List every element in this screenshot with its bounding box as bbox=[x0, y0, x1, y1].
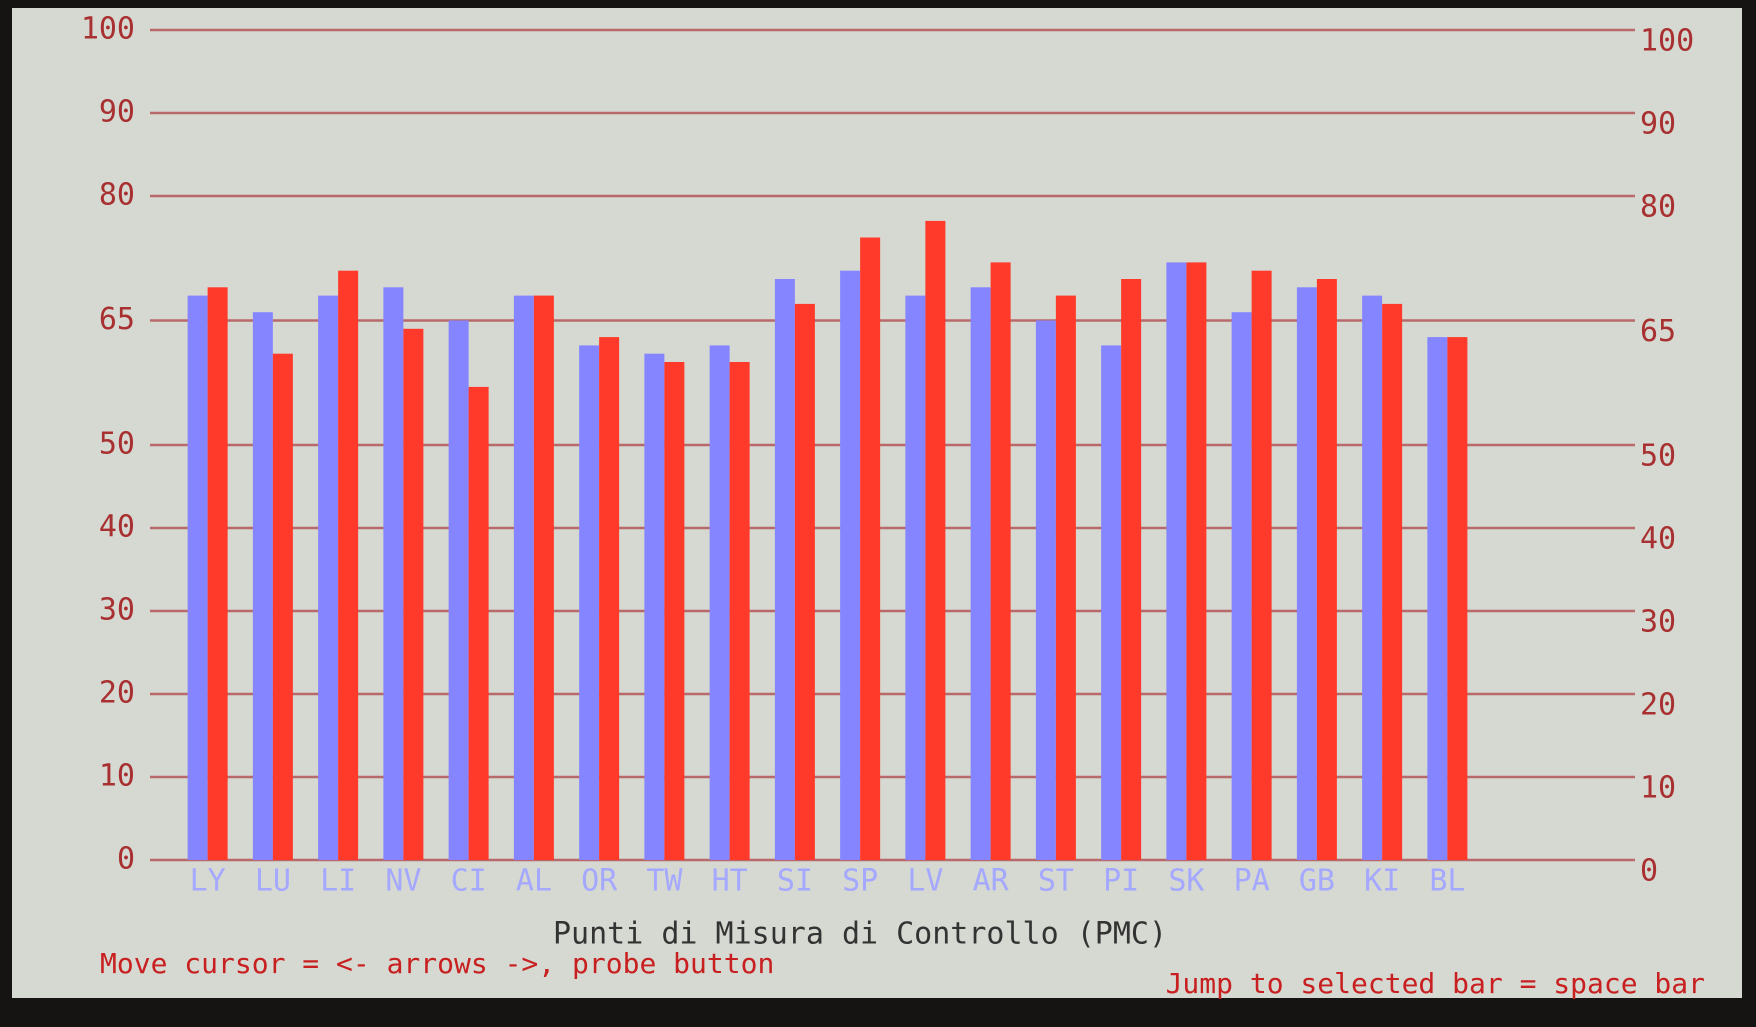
bar bbox=[533, 295, 554, 861]
x-axis-label: Punti di Misura di Controllo (PMC) bbox=[553, 917, 1167, 952]
bar bbox=[1121, 279, 1142, 860]
bar bbox=[709, 345, 730, 860]
bar bbox=[1447, 337, 1468, 861]
bar bbox=[1101, 345, 1122, 860]
x-tick-label: ST bbox=[1038, 864, 1074, 899]
y-tick-label: 90 bbox=[99, 95, 135, 130]
x-tick-label: LI bbox=[320, 864, 356, 899]
bar bbox=[599, 337, 620, 861]
bar bbox=[644, 353, 665, 860]
bar bbox=[468, 386, 489, 860]
y2-tick-label: 80 bbox=[1640, 190, 1676, 225]
y-tick-label: 30 bbox=[99, 593, 135, 628]
y2-tick-label: 65 bbox=[1640, 314, 1676, 349]
x-tick-label: SI bbox=[777, 864, 813, 899]
bar bbox=[840, 270, 861, 860]
bar bbox=[1035, 320, 1056, 860]
bar bbox=[1055, 295, 1076, 861]
bar bbox=[1382, 303, 1403, 860]
footer-help: Jump to selected bar = space bar bbox=[1166, 967, 1705, 1000]
bar bbox=[774, 279, 795, 860]
y2-tick-label: 40 bbox=[1640, 522, 1676, 557]
y-tick-label: 100 bbox=[81, 12, 135, 47]
bar bbox=[1427, 337, 1448, 861]
y-tick-label: 40 bbox=[99, 510, 135, 545]
x-tick-label: LV bbox=[907, 864, 943, 899]
bar bbox=[448, 320, 469, 860]
bar bbox=[925, 220, 946, 860]
x-tick-label: SP bbox=[842, 864, 878, 899]
x-tick-label: PI bbox=[1103, 864, 1139, 899]
y-tick-label: 20 bbox=[99, 676, 135, 711]
y2-tick-label: 30 bbox=[1640, 605, 1676, 640]
y-tick-label: 10 bbox=[99, 759, 135, 794]
y2-tick-label: 100 bbox=[1640, 24, 1694, 59]
bar bbox=[252, 312, 273, 860]
footer-help: Move cursor = <- arrows ->, probe button bbox=[100, 947, 774, 980]
x-tick-label: LU bbox=[255, 864, 291, 899]
bar bbox=[1186, 262, 1207, 860]
x-tick-label: BL bbox=[1429, 864, 1465, 899]
bar bbox=[1166, 262, 1187, 860]
x-tick-label: GB bbox=[1299, 864, 1335, 899]
x-tick-label: CI bbox=[451, 864, 487, 899]
bar bbox=[403, 328, 424, 860]
bar bbox=[1251, 270, 1272, 860]
bar bbox=[513, 295, 534, 861]
bar bbox=[1231, 312, 1252, 860]
y2-tick-label: 0 bbox=[1640, 854, 1658, 889]
x-tick-label: SK bbox=[1168, 864, 1204, 899]
bar bbox=[272, 353, 293, 860]
bar bbox=[860, 237, 881, 860]
y-tick-label: 0 bbox=[117, 842, 135, 877]
bar bbox=[187, 295, 208, 861]
x-tick-label: NV bbox=[385, 864, 421, 899]
bar bbox=[970, 287, 991, 860]
bar bbox=[729, 362, 750, 860]
x-tick-label: KI bbox=[1364, 864, 1400, 899]
y2-tick-label: 20 bbox=[1640, 688, 1676, 723]
y2-tick-label: 90 bbox=[1640, 107, 1676, 142]
x-tick-label: OR bbox=[581, 864, 618, 899]
bar bbox=[1296, 287, 1317, 860]
y-tick-label: 80 bbox=[99, 178, 135, 213]
x-tick-label: TW bbox=[646, 864, 683, 899]
x-tick-label: AR bbox=[973, 864, 1010, 899]
bar bbox=[383, 287, 404, 860]
bar bbox=[318, 295, 339, 861]
y-tick-label: 50 bbox=[99, 427, 135, 462]
bar bbox=[990, 262, 1011, 860]
y2-tick-label: 10 bbox=[1640, 771, 1676, 806]
y-tick-label: 65 bbox=[99, 302, 135, 337]
x-tick-label: PA bbox=[1234, 864, 1270, 899]
y2-tick-label: 50 bbox=[1640, 439, 1676, 474]
bar bbox=[664, 362, 685, 860]
bar bbox=[338, 270, 359, 860]
bar bbox=[1316, 279, 1337, 860]
bar bbox=[579, 345, 600, 860]
x-tick-label: LY bbox=[190, 864, 226, 899]
bar bbox=[794, 303, 815, 860]
x-tick-label: HT bbox=[712, 864, 748, 899]
bar bbox=[1362, 295, 1383, 861]
x-tick-label: AL bbox=[516, 864, 552, 899]
bar bbox=[905, 295, 926, 861]
bar bbox=[207, 287, 228, 860]
